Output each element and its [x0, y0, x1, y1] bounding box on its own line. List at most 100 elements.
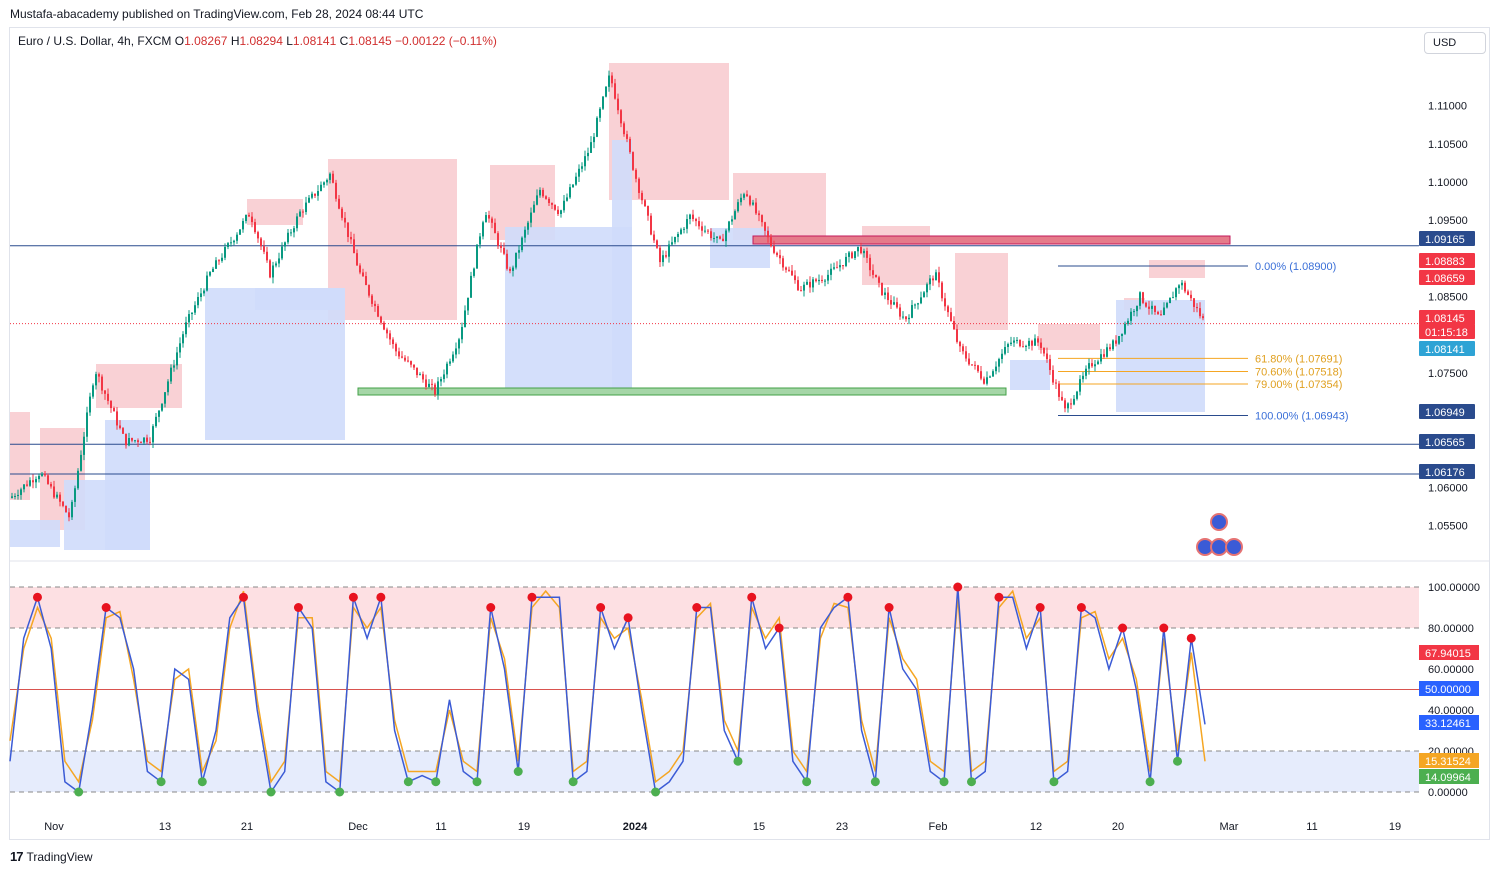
- economic-event-icon: [1225, 538, 1243, 556]
- resistance-block: [328, 159, 457, 320]
- candle-body: [761, 215, 763, 223]
- candle-body: [890, 300, 892, 305]
- candle-body: [983, 378, 985, 384]
- stoch-value-label: 33.12461: [1425, 718, 1471, 730]
- candle-body: [1139, 292, 1141, 306]
- candle-body: [1076, 391, 1078, 399]
- candle-body: [449, 361, 451, 364]
- candle-body: [824, 280, 826, 282]
- candle-body: [179, 343, 181, 353]
- candle-body: [866, 250, 868, 258]
- candle-body: [389, 333, 391, 340]
- candle-body: [773, 245, 775, 253]
- candle-body: [662, 255, 664, 263]
- candle-body: [221, 257, 223, 261]
- candle-body: [1016, 339, 1018, 341]
- open-label: O: [174, 34, 185, 48]
- candle-body: [257, 232, 259, 239]
- candle-body: [17, 494, 19, 497]
- resistance-block: [247, 199, 303, 225]
- candle-body: [47, 475, 49, 484]
- candle-body: [32, 480, 34, 483]
- chart-frame: [9, 27, 1490, 840]
- overbought-signal-dot: [994, 592, 1004, 602]
- candle-body: [452, 354, 454, 362]
- price-tag-label: 1.08659: [1425, 273, 1465, 285]
- candle-body: [176, 352, 178, 366]
- candle-body: [716, 236, 718, 239]
- candle-body: [587, 152, 589, 157]
- candle-body: [380, 316, 382, 323]
- candle-body: [155, 416, 157, 427]
- overbought-signal-dot: [527, 592, 537, 602]
- candle-body: [173, 365, 175, 368]
- candle-body: [182, 334, 184, 344]
- oversold-signal-dot: [1173, 756, 1183, 766]
- candle-body: [236, 234, 238, 241]
- candle-body: [386, 329, 388, 334]
- candle-body: [677, 233, 679, 237]
- candle-body: [887, 292, 889, 301]
- candle-body: [803, 284, 805, 291]
- candle-body: [902, 316, 904, 318]
- candle-body: [1043, 347, 1045, 354]
- currency-button[interactable]: USD: [1424, 32, 1486, 54]
- candle-body: [254, 222, 256, 233]
- oversold-signal-dot: [1145, 777, 1155, 787]
- oversold-signal-dot: [802, 777, 812, 787]
- oversold-signal-dot: [266, 787, 276, 797]
- candle-body: [776, 252, 778, 256]
- change-value: −0.00122 (−0.11%): [395, 34, 497, 48]
- stoch-k-line: [9, 586, 1206, 794]
- candle-body: [1049, 359, 1051, 371]
- candle-body: [143, 437, 145, 443]
- candle-body: [209, 272, 211, 276]
- close-label: C: [339, 34, 349, 48]
- oversold-signal-dot: [733, 756, 743, 766]
- time-axis-tick: 15: [753, 821, 765, 833]
- candle-body: [44, 473, 46, 476]
- candle-body: [1118, 336, 1120, 344]
- candle-body: [1142, 292, 1144, 303]
- oversold-signal-dot: [197, 777, 207, 787]
- stoch-value-label: 50.00000: [1425, 684, 1471, 696]
- candle-body: [899, 307, 901, 317]
- candle-body: [245, 214, 247, 222]
- time-axis-tick: 11: [1306, 821, 1317, 833]
- candle-body: [548, 198, 550, 203]
- candle-body: [641, 192, 643, 201]
- oversold-signal-dot: [966, 777, 976, 787]
- candle-body: [791, 270, 793, 276]
- candle-body: [323, 182, 325, 185]
- candle-body: [362, 272, 364, 277]
- candle-body: [491, 218, 493, 223]
- candle-body: [26, 484, 28, 486]
- price-axis-tick: 1.05500: [1428, 521, 1468, 533]
- candle-body: [965, 351, 967, 359]
- candle-body: [926, 284, 928, 293]
- candle-body: [1082, 375, 1084, 380]
- candle-body: [197, 296, 199, 306]
- candle-body: [401, 356, 403, 358]
- candle-body: [263, 246, 265, 252]
- price-tag-box: [1419, 341, 1475, 356]
- candle-body: [260, 238, 262, 247]
- candle-body: [800, 290, 802, 292]
- price-tag-box: [1419, 231, 1475, 246]
- candle-body: [1163, 307, 1165, 316]
- candle-body: [941, 282, 943, 299]
- candle-body: [905, 316, 907, 320]
- candle-body: [638, 178, 640, 193]
- candle-body: [845, 256, 847, 266]
- candle-body: [764, 222, 766, 231]
- candle-body: [461, 327, 463, 340]
- candle-body: [23, 484, 25, 490]
- candle-body: [584, 156, 586, 167]
- price-tag-box: [1419, 253, 1475, 268]
- candle-body: [29, 480, 31, 486]
- candle-body: [947, 306, 949, 313]
- candle-body: [218, 260, 220, 262]
- candle-body: [614, 83, 616, 99]
- candle-body: [611, 75, 613, 84]
